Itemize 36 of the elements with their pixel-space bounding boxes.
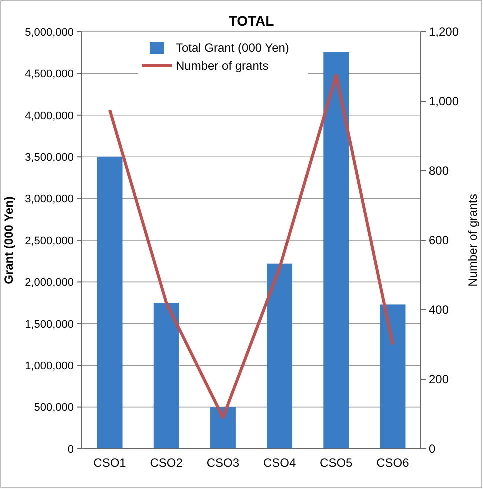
y-tick-label: 0 [68,444,74,456]
y2-tick-label: 1,000 [429,94,460,109]
y2-axis-title: Number of grants [466,194,480,287]
y2-tick-label: 1,200 [429,25,460,40]
y2-tick-label: 400 [429,303,450,318]
x-tick-label: CSO3 [206,456,240,470]
y2-tick-label: 0 [429,442,436,456]
y-tick-label: 5,000,000 [25,26,74,39]
x-tick-label: CSO5 [320,456,354,470]
y-tick-label: 1,500,000 [25,318,74,331]
x-tick-label: CSO1 [94,456,127,470]
bar [324,52,350,449]
y2-tick-label: 800 [429,164,450,178]
legend-label: Total Grant (000 Yen) [176,41,290,56]
x-tick-label: CSO2 [150,456,184,470]
bar [154,303,180,449]
y-tick-label: 3,500,000 [25,152,74,164]
y-tick-label: 2,500,000 [25,235,74,248]
y-tick-label: 4,000,000 [25,110,74,122]
y-tick-label: 500,000 [34,402,74,414]
bar [210,407,236,449]
x-tick-label: CSO6 [376,456,410,470]
y-tick-label: 3,000,000 [25,194,74,206]
bar [97,157,123,449]
bar [380,304,406,449]
legend-label: Number of grants [176,59,269,74]
y-axis-title: Grant (000 Yen) [2,196,16,284]
line-series [108,74,394,420]
chart-title: TOTAL [228,13,275,29]
y-tick-label: 1,000,000 [25,360,74,372]
y-tick-label: 2,000,000 [25,277,74,290]
y2-tick-label: 200 [429,372,450,387]
x-tick-label: CSO4 [263,456,296,470]
y-tick-label: 4,500,000 [25,68,74,81]
bar [267,264,293,449]
y2-tick-label: 600 [429,234,450,248]
